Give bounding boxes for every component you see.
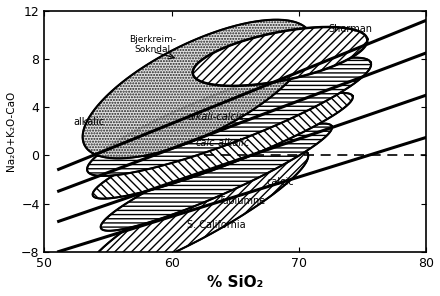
Text: Bjerkreim-
Sokndal: Bjerkreim- Sokndal [129,35,176,54]
Text: Tuolumne: Tuolumne [218,196,265,206]
Text: calcic: calcic [266,177,294,187]
Polygon shape [93,93,353,199]
Polygon shape [83,20,312,158]
Polygon shape [193,27,367,86]
Polygon shape [86,149,308,277]
Polygon shape [87,58,371,176]
X-axis label: % SiO₂: % SiO₂ [207,276,264,290]
Text: Sherman: Sherman [328,24,372,34]
Text: alkalic: alkalic [73,117,105,127]
Text: alkali-calcic: alkali-calcic [188,112,245,122]
Y-axis label: Na₂O+K₂O-CaO: Na₂O+K₂O-CaO [6,91,15,171]
Text: calc-alkalic: calc-alkalic [196,138,250,148]
Polygon shape [101,123,332,231]
Text: S. California: S. California [187,221,246,231]
